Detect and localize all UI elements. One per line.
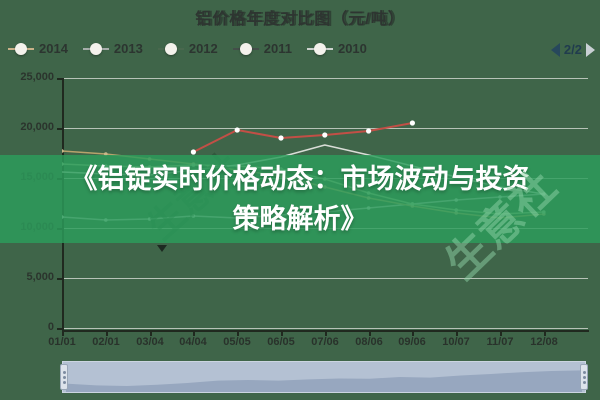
x-tick-label: 01/01: [48, 336, 76, 348]
gridline: [62, 78, 588, 79]
x-tick-label: 08/06: [355, 336, 383, 348]
legend-marker-icon: [82, 42, 109, 55]
gridline: [62, 328, 588, 329]
x-tick-label: 02/01: [92, 336, 120, 348]
range-navigator[interactable]: [60, 361, 588, 393]
legend-label: 2012: [188, 41, 218, 56]
x-tick-label: 05/05: [223, 336, 251, 348]
y-tick-label: 25,000: [20, 71, 54, 83]
x-tick-label: 11/07: [486, 336, 514, 348]
legend-item-2012[interactable]: 2012: [157, 41, 218, 56]
legend-item-2014[interactable]: 2014: [8, 41, 68, 56]
page-indicator: 2/2: [563, 42, 582, 57]
legend-marker-icon: [8, 42, 34, 55]
legend-pager: 2/2: [550, 42, 595, 57]
legend-marker-icon: [232, 42, 259, 55]
annotation-arrow-icon: [157, 245, 167, 252]
legend-marker-icon: [306, 42, 333, 55]
x-tick-label: 06/05: [267, 336, 295, 348]
legend-item-2010[interactable]: 2010: [306, 41, 367, 56]
legend-marker-icon: [157, 42, 184, 55]
x-tick-label: 07/06: [311, 336, 339, 348]
next-page-icon[interactable]: [586, 42, 595, 57]
gridline: [62, 278, 588, 279]
x-tick-label: 09/06: [398, 336, 426, 348]
navigator-left-handle[interactable]: [60, 364, 68, 390]
legend-item-2013[interactable]: 2013: [82, 41, 143, 56]
x-tick-label: 04/04: [179, 336, 207, 348]
x-tick-label: 10/07: [442, 336, 470, 348]
legend: 2014 2013 2012 2011 2010: [8, 41, 367, 56]
legend-label: 2010: [337, 41, 367, 56]
navigator-right-handle[interactable]: [580, 364, 588, 390]
headline-overlay: 《铝锭实时价格动态：市场波动与投资 策略解析》: [0, 155, 600, 243]
prev-page-icon[interactable]: [550, 42, 560, 57]
legend-label: 2014: [39, 41, 68, 56]
navigator-area-chart: [66, 370, 582, 392]
gridline: [62, 128, 588, 129]
headline-line-1: 《铝锭实时价格动态：市场波动与投资: [70, 164, 530, 194]
y-tick-label: 0: [47, 321, 54, 333]
headline-line-2: 策略解析》: [232, 204, 368, 234]
legend-item-2011[interactable]: 2011: [232, 41, 292, 56]
legend-label: 2011: [263, 41, 292, 56]
x-tick-label: 12/08: [530, 336, 558, 348]
y-tick-label: 20,000: [20, 121, 54, 133]
y-tick-label: 5,000: [26, 271, 54, 283]
x-tick-label: 03/04: [136, 336, 164, 348]
legend-label: 2013: [113, 41, 143, 56]
chart-title: 铝价格年度对比图（元/吨）: [195, 11, 405, 28]
